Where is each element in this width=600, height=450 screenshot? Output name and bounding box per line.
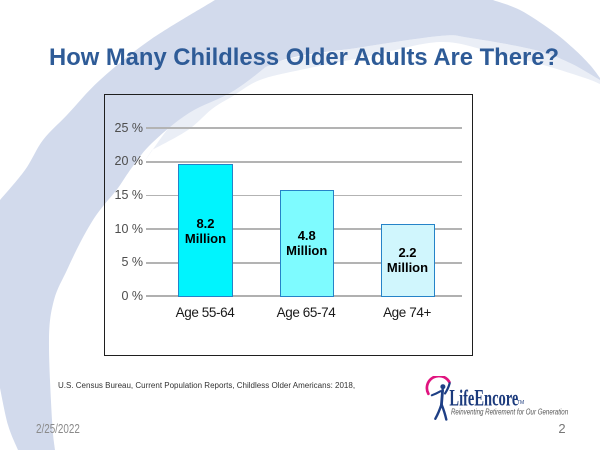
- svg-text:LifeEncore: LifeEncore: [449, 386, 518, 411]
- svg-text:Reinventing Retirement for Our: Reinventing Retirement for Our Generatio…: [451, 406, 568, 416]
- svg-text:TM: TM: [517, 400, 524, 406]
